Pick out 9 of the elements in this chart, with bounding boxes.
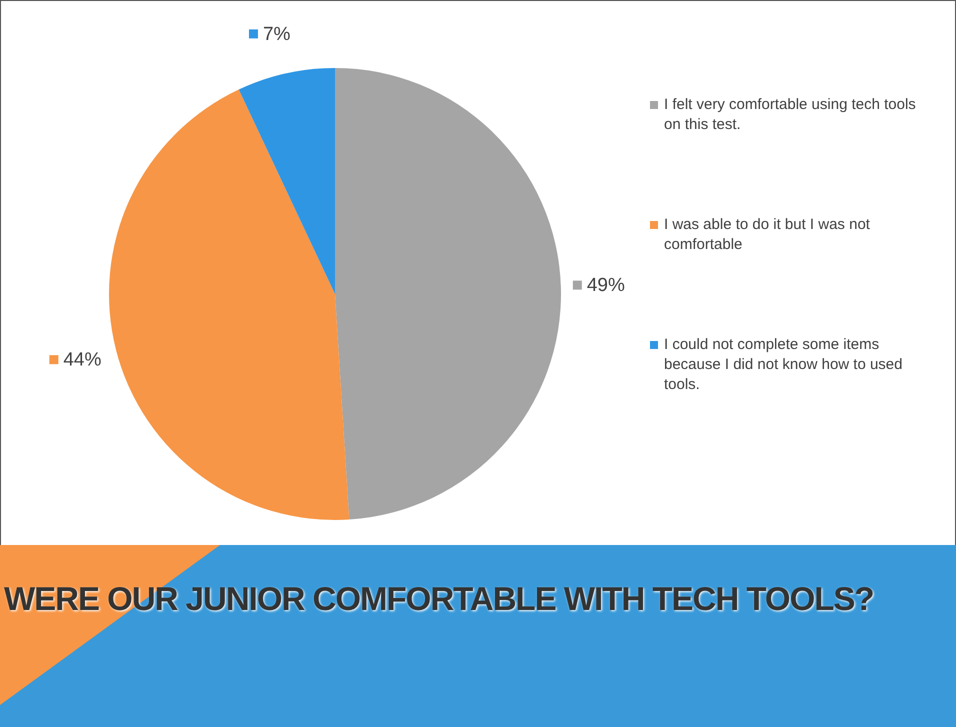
pie-slice — [109, 90, 350, 520]
data-label: 7% — [262, 24, 291, 45]
legend-label: I felt very comfortable using tech tools on this test. — [664, 95, 917, 135]
pie-slice — [335, 68, 561, 520]
legend-label: I was able to do it but I was not comfortable — [664, 215, 871, 255]
legend-label: I could not complete some items because I did not know how to used tools. — [664, 335, 904, 395]
data-label: 44% — [63, 350, 102, 371]
data-label: 49% — [586, 275, 626, 296]
pie-slice — [238, 68, 335, 294]
